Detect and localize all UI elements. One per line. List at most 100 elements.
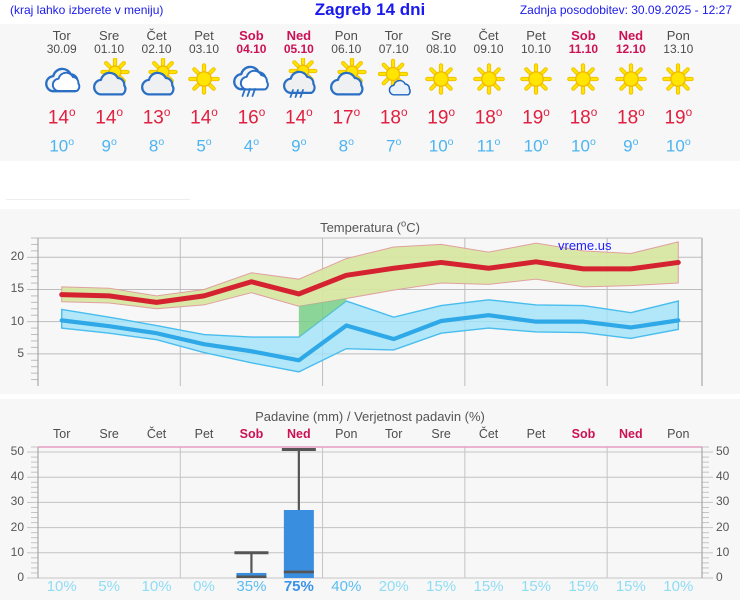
precipitation-chart: Padavine (mm) / Verjetnost padavin (%) T… bbox=[0, 399, 740, 600]
precipitation-axis-tick-left: 30 bbox=[10, 494, 24, 509]
day-name: Sre bbox=[99, 28, 120, 43]
day-name: Čet bbox=[478, 28, 499, 43]
precipitation-plot-svg bbox=[27, 446, 713, 579]
temperature-min: 9o bbox=[623, 136, 639, 156]
precipitation-probability: 75% bbox=[283, 578, 314, 595]
precipitation-day-label: Čet bbox=[478, 427, 499, 441]
day-name: Pet bbox=[194, 28, 214, 43]
day-date: 09.10 bbox=[473, 42, 504, 56]
precipitation-probability: 0% bbox=[193, 578, 215, 595]
temperature-chart-title-text: Temperatura (oC) bbox=[320, 219, 420, 236]
temperature-min: 10o bbox=[571, 136, 596, 156]
sun-icon bbox=[511, 58, 561, 100]
page-title: Zagreb 14 dni bbox=[314, 0, 426, 19]
day-name: Pon bbox=[334, 28, 358, 43]
day-date: 13.10 bbox=[663, 42, 694, 56]
precipitation-axis-tick-right: 40 bbox=[716, 469, 730, 484]
day-column[interactable]: Čet 02.10 13o 8o bbox=[132, 24, 182, 157]
temperature-max: 13o bbox=[142, 106, 171, 129]
day-column[interactable]: Sre 01.10 14o 9o bbox=[84, 24, 134, 157]
temperature-min: 8o bbox=[338, 136, 354, 156]
daily-forecast-strip: Tor 30.09 14o 10o Sre 01.10 14o 9o Čet 02.10 13… bbox=[0, 24, 740, 161]
temperature-max: 19o bbox=[427, 106, 455, 129]
sun-small-cloud-icon bbox=[369, 58, 419, 100]
precipitation-day-label: Pon bbox=[335, 427, 358, 441]
divider-rule bbox=[6, 199, 190, 200]
precipitation-axis-tick-right: 30 bbox=[716, 494, 730, 509]
temperature-max: 18o bbox=[379, 106, 408, 129]
temperature-max: 14o bbox=[95, 106, 123, 129]
day-column[interactable]: Čet 09.10 18o 11o bbox=[464, 24, 514, 157]
temperature-max: 14o bbox=[285, 106, 313, 129]
temperature-max: 18o bbox=[569, 106, 598, 129]
day-name: Pet bbox=[526, 28, 546, 43]
day-name: Tor bbox=[384, 28, 403, 43]
sun-icon bbox=[179, 58, 229, 100]
sun-cloud-icon bbox=[132, 58, 182, 100]
precipitation-day-label: Ned bbox=[619, 427, 643, 441]
precipitation-day-label: Pet bbox=[526, 427, 546, 441]
day-date: 05.10 bbox=[283, 42, 314, 56]
day-column[interactable]: Tor 07.10 18o 7o bbox=[369, 24, 419, 157]
day-date: 11.10 bbox=[568, 42, 599, 56]
sun-icon bbox=[464, 58, 514, 100]
day-column[interactable]: Sob 04.10 16o 4o bbox=[226, 24, 276, 157]
precipitation-day-label: Sre bbox=[431, 427, 451, 441]
day-column[interactable]: Ned 05.10 14o 9o bbox=[274, 24, 324, 157]
day-column[interactable]: Tor 30.09 14o 10o bbox=[37, 24, 87, 157]
day-column[interactable]: Pon 13.10 19o 10o bbox=[653, 24, 703, 157]
precipitation-chart-title: Padavine (mm) / Verjetnost padavin (%) bbox=[255, 409, 485, 424]
temperature-min: 10o bbox=[523, 136, 549, 156]
temperature-max: 14o bbox=[190, 106, 218, 129]
precipitation-probability: 15% bbox=[426, 578, 457, 595]
temperature-min: 9o bbox=[291, 136, 307, 156]
temperature-max: 16o bbox=[237, 106, 266, 129]
day-column[interactable]: Pet 03.10 14o 5o bbox=[179, 24, 229, 157]
temperature-min: 8o bbox=[148, 136, 165, 156]
day-column[interactable]: Pon 06.10 17o 8o bbox=[321, 24, 371, 157]
temperature-min: 10o bbox=[428, 136, 454, 156]
day-date: 06.10 bbox=[331, 42, 362, 56]
day-name: Čet bbox=[146, 28, 167, 43]
day-date: 30.09 bbox=[46, 42, 77, 56]
day-date: 03.10 bbox=[188, 42, 220, 56]
day-column[interactable]: Pet 10.10 19o 10o bbox=[511, 24, 561, 157]
precipitation-probability: 15% bbox=[615, 578, 646, 595]
day-date: 01.10 bbox=[94, 42, 125, 56]
temperature-min: 10o bbox=[665, 136, 691, 156]
temperature-max: 14o bbox=[47, 106, 76, 129]
day-name: Ned bbox=[286, 28, 312, 43]
day-column[interactable]: Ned 12.10 18o 9o bbox=[606, 24, 656, 157]
day-name: Sob bbox=[239, 28, 264, 43]
day-column[interactable]: Sre 08.10 19o 10o bbox=[416, 24, 466, 157]
temperature-min: 5o bbox=[196, 136, 212, 156]
precipitation-day-label: Tor bbox=[53, 427, 71, 441]
precipitation-probability: 5% bbox=[98, 578, 120, 595]
precipitation-probability-row: 10% 5% 10% 0% 35% 75% 40% 20% 15% 15% 15% 15% 15% 10% bbox=[0, 578, 740, 600]
day-name: Sre bbox=[431, 28, 452, 43]
precipitation-probability: 10% bbox=[141, 578, 172, 595]
temperature-min: 4o bbox=[243, 136, 260, 156]
temperature-chart-title: Temperatura (oC) bbox=[0, 219, 740, 235]
temperature-chart: Temperatura (oC) vreme.us 5 10 15 20 bbox=[0, 209, 740, 394]
day-name: Sob bbox=[571, 28, 596, 43]
temperature-plot-svg bbox=[27, 237, 703, 386]
precipitation-day-label: Pon bbox=[667, 427, 690, 441]
precipitation-axis-tick-right: 10 bbox=[716, 544, 730, 559]
section-divider bbox=[0, 161, 740, 209]
precipitation-day-label: Pet bbox=[194, 427, 214, 441]
day-date: 04.10 bbox=[236, 42, 267, 56]
precipitation-probability: 10% bbox=[46, 578, 77, 595]
precipitation-probability: 10% bbox=[663, 578, 694, 595]
day-column[interactable]: Sob 11.10 18o 10o bbox=[558, 24, 608, 157]
temperature-max: 19o bbox=[522, 106, 550, 129]
precipitation-axis-tick-left: 10 bbox=[10, 544, 24, 559]
day-date: 10.10 bbox=[520, 42, 552, 56]
temperature-axis-tick: 15 bbox=[10, 281, 24, 296]
precipitation-axis-tick-right: 20 bbox=[716, 519, 730, 534]
precipitation-probability: 15% bbox=[568, 578, 599, 595]
temperature-min: 9o bbox=[101, 136, 117, 156]
sun-cloud-icon bbox=[321, 58, 371, 100]
precipitation-probability: 40% bbox=[331, 578, 362, 595]
cloud-rain-icon bbox=[226, 58, 276, 100]
